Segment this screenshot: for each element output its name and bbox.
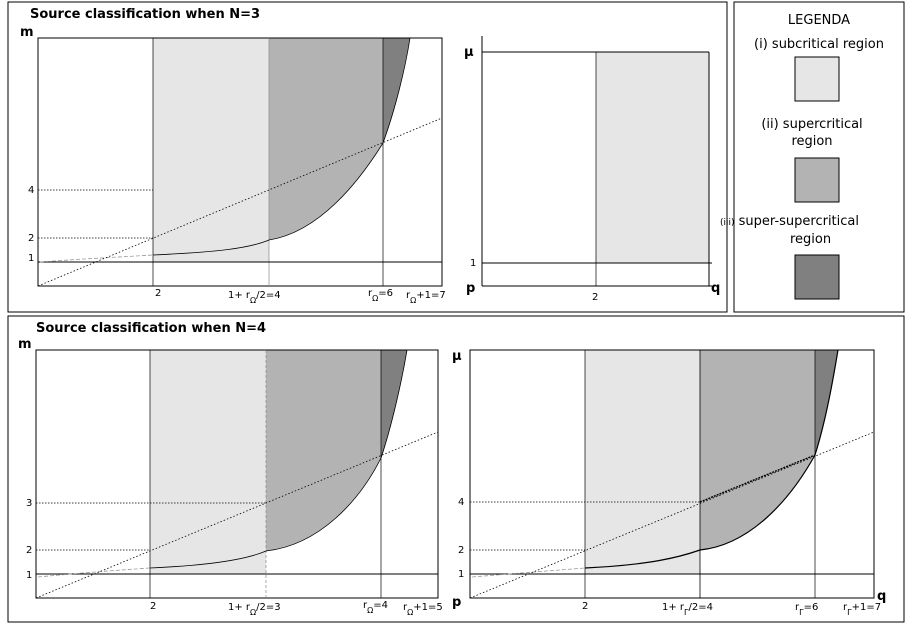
x-tick: rΓ=6	[795, 602, 818, 617]
y-tick: 1	[28, 253, 34, 264]
bottom-panel-frame	[7, 315, 905, 623]
super-supercritical-region	[381, 350, 407, 458]
y-tick: 2	[458, 545, 464, 556]
bottom-plot-m: m 3 2 1 2 1+ rΩ/2=3 rΩ=4 rΩ+1=5	[18, 337, 443, 617]
plot-frame	[35, 349, 439, 599]
critical-curve	[584, 349, 839, 569]
super-supercritical-region	[815, 350, 838, 455]
y-tick: 1	[470, 258, 476, 269]
y-tick: 1	[26, 570, 32, 581]
legend-item-super-supercritical-line2: region	[790, 232, 831, 247]
subcritical-region	[585, 350, 700, 574]
critical-curve	[152, 37, 411, 256]
y-axis-label: m	[20, 25, 34, 40]
diagonal-line	[35, 431, 439, 599]
super-supercritical-region	[383, 38, 410, 143]
top-plot-mu: μ 1 p q 2	[464, 36, 720, 303]
top-plot-m: m 4 2 1 2 1+ rΩ/2=4 rΩ=6 rΩ+1=7	[20, 25, 446, 305]
y-tick: 3	[26, 498, 32, 509]
subcritical-region	[150, 350, 266, 574]
x-tick: rΩ=6	[368, 288, 393, 303]
legend-item-subcritical: (i) subcritical region	[754, 37, 884, 52]
y-tick: 4	[28, 185, 34, 196]
supercritical-region	[269, 38, 383, 240]
legend-swatch-subcritical	[794, 56, 840, 102]
legend-item-supercritical-line2: region	[791, 134, 832, 149]
plot-frame	[469, 349, 875, 599]
x-tick: 1+ rΩ/2=3	[228, 602, 281, 617]
x-tick: rΩ=4	[363, 600, 388, 615]
plot-frame	[37, 37, 443, 287]
legend-title: LEGENDA	[788, 13, 850, 28]
x-axis-label-p: p	[466, 281, 475, 296]
legend-swatch-super-supercritical	[794, 254, 840, 300]
y-axis-label: μ	[452, 349, 462, 364]
x-axis-label-q: q	[711, 281, 720, 296]
y-tick: 2	[28, 233, 34, 244]
legend: LEGENDA (i) subcritical region (ii) supe…	[720, 1, 905, 313]
y-tick: 4	[458, 497, 464, 508]
x-tick: 1+ rΩ/2=4	[228, 290, 281, 305]
y-tick: 2	[26, 545, 32, 556]
bottom-panel-title: Source classification when N=4	[36, 321, 266, 336]
x-axis-label-q: q	[877, 589, 886, 604]
critical-curve	[149, 349, 408, 569]
x-tick: rΩ+1=5	[403, 602, 443, 617]
top-panel-title: Source classification when N=3	[30, 7, 260, 22]
x-tick: 2	[150, 601, 156, 612]
legend-item-super-supercritical: (iii) super-supercritical	[720, 214, 859, 229]
supercritical-region	[266, 350, 381, 551]
x-tick: rΩ+1=7	[406, 290, 446, 305]
y-tick: 1	[458, 569, 464, 580]
x-tick: 2	[155, 288, 161, 299]
x-axis-label-p: p	[452, 595, 461, 610]
diagonal-line	[37, 117, 443, 287]
supercritical-region	[700, 350, 815, 550]
legend-frame	[733, 1, 905, 313]
legend-item-supercritical: (ii) supercritical	[761, 117, 862, 132]
top-panel-frame	[7, 1, 728, 313]
x-tick: 1+ rΓ/2=4	[662, 602, 713, 617]
bottom-plot-mu: μ 4 2 1 p q 2 1+ rΓ/2=4 rΓ=6 rΓ+1=7	[452, 349, 886, 617]
x-tick: 2	[592, 292, 598, 303]
subcritical-region	[596, 52, 709, 263]
x-tick: rΓ+1=7	[843, 602, 881, 617]
diagonal-line	[469, 431, 875, 599]
y-axis-label: m	[18, 337, 32, 352]
x-tick: 2	[582, 601, 588, 612]
subcritical-region	[153, 38, 269, 262]
legend-swatch-supercritical	[794, 157, 840, 203]
y-axis-label: μ	[464, 45, 474, 60]
